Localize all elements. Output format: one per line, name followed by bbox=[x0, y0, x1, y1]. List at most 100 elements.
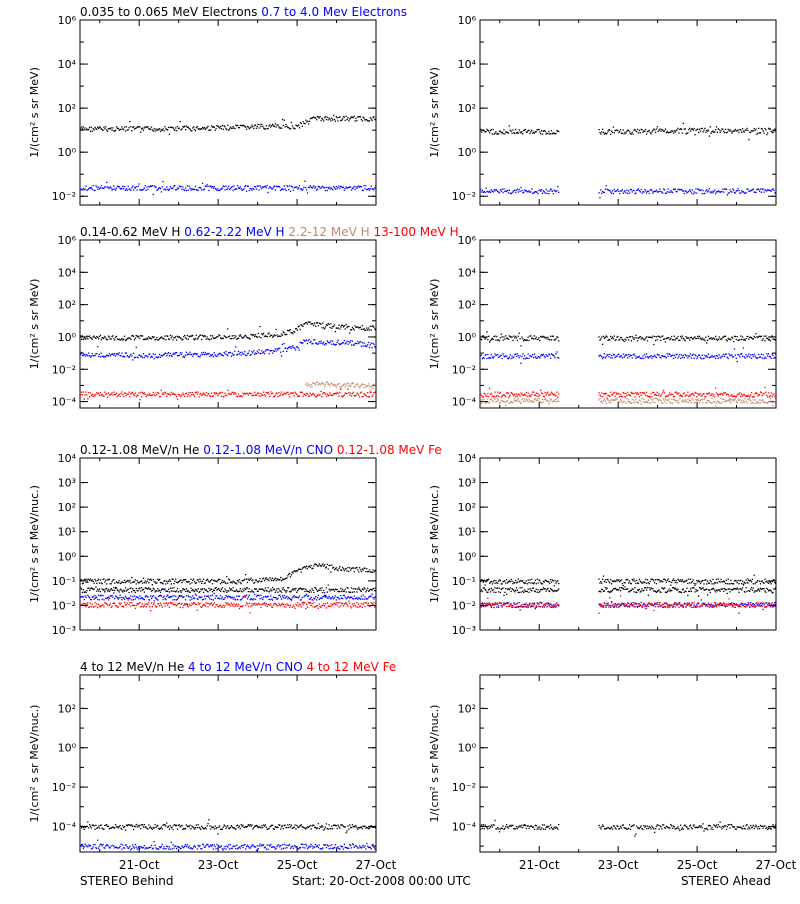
data-point bbox=[276, 590, 277, 591]
data-point bbox=[601, 392, 602, 393]
data-point bbox=[312, 599, 313, 600]
data-point bbox=[754, 354, 755, 355]
data-point bbox=[97, 346, 98, 347]
data-point bbox=[298, 124, 299, 125]
data-point bbox=[555, 395, 556, 396]
data-point bbox=[615, 398, 616, 399]
data-point bbox=[305, 589, 306, 590]
data-point bbox=[164, 580, 165, 581]
data-point bbox=[350, 592, 351, 593]
data-point bbox=[280, 596, 281, 597]
data-point bbox=[254, 336, 255, 337]
data-point bbox=[330, 323, 331, 324]
data-point bbox=[665, 399, 666, 400]
data-point bbox=[508, 339, 509, 340]
data-point bbox=[631, 133, 632, 134]
data-point bbox=[232, 605, 233, 606]
data-point bbox=[147, 604, 148, 605]
data-point bbox=[606, 356, 607, 357]
data-point bbox=[241, 352, 242, 353]
data-point bbox=[271, 580, 272, 581]
data-point bbox=[281, 604, 282, 605]
data-point bbox=[516, 393, 517, 394]
data-point bbox=[656, 336, 657, 337]
data-point bbox=[176, 396, 177, 397]
data-point bbox=[538, 337, 539, 338]
data-point bbox=[134, 590, 135, 591]
data-point bbox=[128, 580, 129, 581]
data-point bbox=[261, 597, 262, 598]
data-point bbox=[237, 354, 238, 355]
data-point bbox=[154, 354, 155, 355]
data-point bbox=[197, 393, 198, 394]
data-point bbox=[329, 327, 330, 328]
data-point bbox=[99, 395, 100, 396]
data-point bbox=[373, 344, 374, 345]
data-point bbox=[322, 563, 323, 564]
data-point bbox=[541, 402, 542, 403]
data-point bbox=[180, 338, 181, 339]
data-point bbox=[268, 393, 269, 394]
data-point bbox=[640, 132, 641, 133]
data-point bbox=[192, 595, 193, 596]
data-point bbox=[714, 355, 715, 356]
data-point bbox=[708, 354, 709, 355]
data-point bbox=[267, 185, 268, 186]
data-point bbox=[654, 402, 655, 403]
data-point bbox=[186, 595, 187, 596]
data-point bbox=[276, 348, 277, 349]
data-point bbox=[260, 607, 261, 608]
data-point bbox=[178, 597, 179, 598]
data-point bbox=[532, 354, 533, 355]
data-point bbox=[697, 128, 698, 129]
data-point bbox=[311, 588, 312, 589]
data-point bbox=[237, 185, 238, 186]
data-point bbox=[302, 342, 303, 343]
data-point bbox=[336, 186, 337, 187]
data-point bbox=[669, 192, 670, 193]
data-point bbox=[517, 340, 518, 341]
data-point bbox=[624, 393, 625, 394]
data-point bbox=[353, 567, 354, 568]
data-point bbox=[307, 121, 308, 122]
data-point bbox=[684, 400, 685, 401]
data-point bbox=[82, 335, 83, 336]
legend-entry-2-3: 2.2-12 MeV H bbox=[288, 225, 373, 239]
data-point bbox=[673, 132, 674, 133]
data-point bbox=[174, 130, 175, 131]
data-point bbox=[352, 592, 353, 593]
data-point bbox=[235, 590, 236, 591]
data-point bbox=[252, 605, 253, 606]
data-point bbox=[279, 595, 280, 596]
data-point bbox=[181, 582, 182, 583]
data-point bbox=[715, 129, 716, 130]
data-point bbox=[738, 354, 739, 355]
data-point bbox=[643, 358, 644, 359]
data-point bbox=[248, 606, 249, 607]
data-point bbox=[665, 341, 666, 342]
data-point bbox=[648, 191, 649, 192]
data-point bbox=[152, 590, 153, 591]
data-point bbox=[771, 190, 772, 191]
data-point bbox=[359, 589, 360, 590]
data-point bbox=[94, 190, 95, 191]
data-point bbox=[683, 191, 684, 192]
data-point bbox=[201, 128, 202, 129]
data-point bbox=[303, 596, 304, 597]
data-point bbox=[167, 605, 168, 606]
data-point bbox=[496, 336, 497, 337]
data-point bbox=[528, 358, 529, 359]
data-point bbox=[344, 325, 345, 326]
data-point bbox=[609, 354, 610, 355]
data-point bbox=[310, 567, 311, 568]
data-point bbox=[198, 396, 199, 397]
data-point bbox=[728, 394, 729, 395]
data-point bbox=[144, 605, 145, 606]
data-point bbox=[159, 590, 160, 591]
data-point bbox=[369, 329, 370, 330]
data-point bbox=[326, 187, 327, 188]
data-point bbox=[737, 190, 738, 191]
data-point bbox=[311, 394, 312, 395]
data-point bbox=[160, 396, 161, 397]
